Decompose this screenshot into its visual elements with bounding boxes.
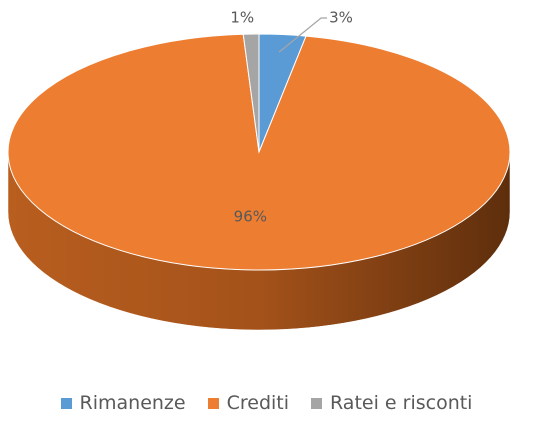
data-label: 96% xyxy=(234,207,267,225)
chart: 3% 96% 1% xyxy=(7,9,511,331)
slice xyxy=(242,33,260,153)
slice xyxy=(7,33,511,271)
legend-item: Rimanenze xyxy=(60,392,186,414)
legend-label: Crediti xyxy=(226,392,290,414)
legend-swatch xyxy=(207,397,219,409)
leader-line xyxy=(278,17,328,53)
legend: Rimanenze Crediti Ratei e risconti xyxy=(0,392,533,414)
data-label: 1% xyxy=(230,9,254,27)
legend-item: Ratei e risconti xyxy=(311,392,472,414)
legend-label: Rimanenze xyxy=(79,392,186,414)
legend-label: Ratei e risconti xyxy=(330,392,473,414)
data-label: 3% xyxy=(329,9,353,27)
legend-swatch xyxy=(60,397,72,409)
legend-swatch xyxy=(311,397,323,409)
legend-item: Crediti xyxy=(207,392,290,414)
